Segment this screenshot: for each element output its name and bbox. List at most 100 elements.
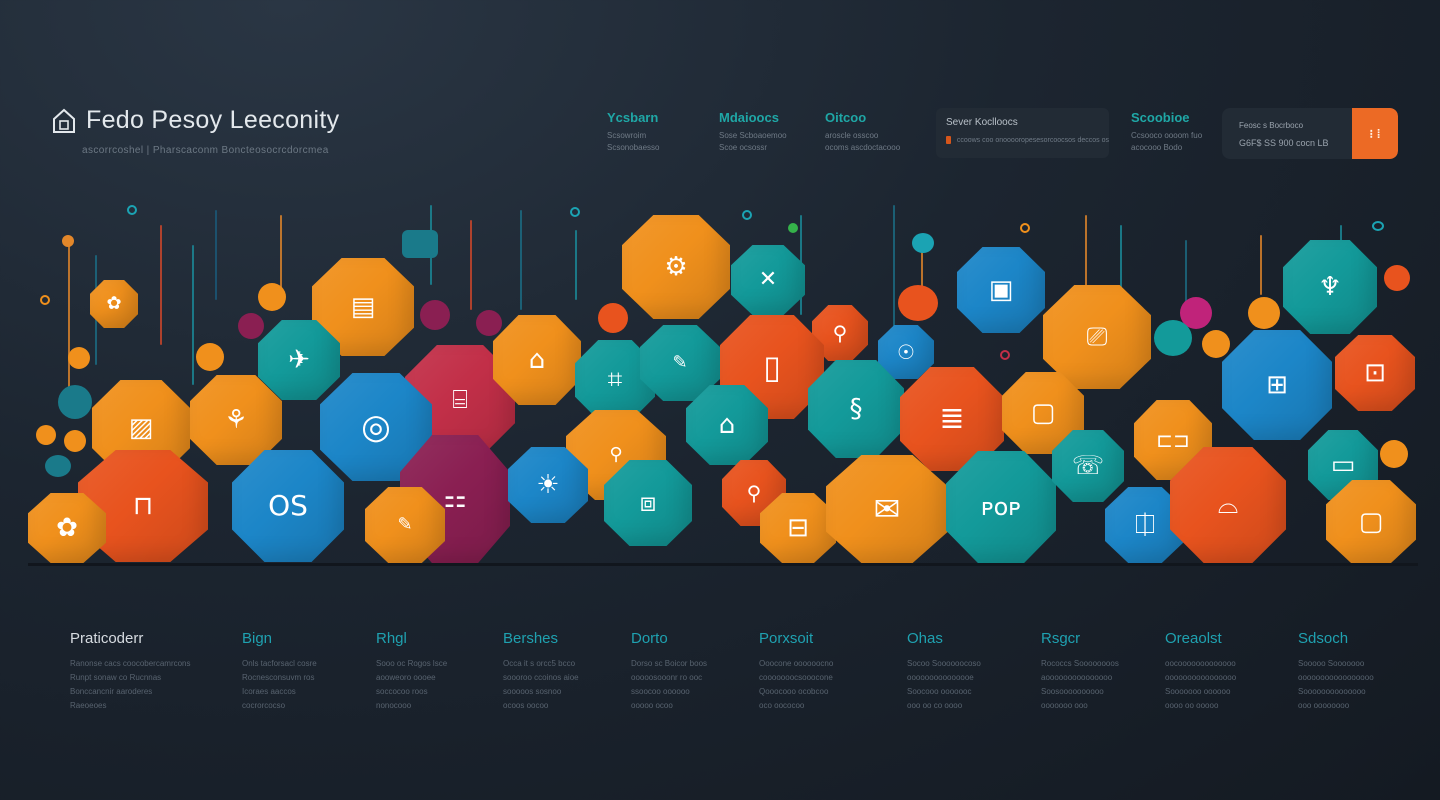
tile-mail[interactable]: ✉ (826, 455, 948, 563)
feature-text: soccocoo roos (376, 687, 428, 696)
page-icon: ▢ (1358, 507, 1384, 537)
building-icon: ⌗ (607, 365, 623, 395)
feature-text: Onls tacforsacl cosre (242, 659, 317, 668)
tile-gate[interactable]: ⊓ (78, 450, 208, 562)
tile-pop[interactable]: ᴘᴏᴘ (946, 451, 1056, 563)
stem-decoration (192, 245, 194, 385)
tile-form[interactable]: ▤ (312, 258, 414, 356)
tile-lock[interactable]: ⌂ (493, 315, 581, 405)
photo-icon: ▭ (1330, 450, 1356, 480)
feature-text: cooooooocsooocone (759, 673, 833, 682)
feature-text: Sooooooo oooooo (1165, 687, 1231, 696)
brand[interactable]: Fedo Pesoy Leeconity ascorrcoshel | Phar… (52, 106, 339, 156)
tile-phone[interactable]: ☏ (1052, 430, 1124, 502)
tile-home[interactable]: ⌂ (686, 385, 768, 465)
image-frame-icon: ▨ (128, 413, 154, 443)
nav-item-line: aroscle osscoo (825, 131, 879, 140)
pop-text-icon: ᴘᴏᴘ (981, 493, 1021, 521)
feature-text: Soocooo ooooooc (907, 687, 972, 696)
document-icon: § (849, 394, 863, 424)
nav-item-3[interactable]: Oitcoo aroscle osscoo ocoms ascdoctacooo (825, 110, 900, 152)
feature-title: Sdsoch (1298, 630, 1349, 647)
feature-column[interactable]: Dorto Dorso sc Boicor boos ooooosooonr r… (631, 630, 781, 710)
dot-decoration (912, 233, 934, 253)
feature-column[interactable]: Praticoderr Ranonse cacs coocobercamrcon… (70, 630, 220, 710)
stem-decoration (470, 220, 472, 310)
tile-sun[interactable]: ☀ (508, 447, 588, 523)
dot-decoration (898, 285, 938, 321)
house-icon (53, 108, 75, 133)
tile-page[interactable]: ▢ (1002, 372, 1084, 454)
feature-column[interactable]: Oreaolst oocooooooooooooo oooooooooooooo… (1165, 630, 1315, 710)
film-icon: ⧈ (639, 488, 657, 518)
nav-item-title: Oitcoo (825, 110, 867, 125)
feature-column[interactable]: Rsgcr Rococcs Soooooooos aoooooooooooooo… (1041, 630, 1191, 710)
tile-jellyfish[interactable]: ♆ (1283, 240, 1377, 334)
feature-text: ooooooooooooooooo (1298, 673, 1374, 682)
feature-text: Occa it s orcc5 bcco (503, 659, 576, 668)
nav-item-1[interactable]: Ycsbarn Scsowroim Scsonobaesso (607, 110, 659, 152)
tile-tag[interactable]: ⊡ (1335, 335, 1415, 411)
pin-icon: ⚲ (746, 481, 762, 505)
stack-icon: ≣ (939, 401, 965, 436)
feature-column[interactable]: Bershes Occa it s orcc5 bcco soooroo cco… (503, 630, 653, 710)
tile-chart[interactable]: ⊟ (760, 493, 836, 563)
tile-picture[interactable]: ⌓ (1170, 447, 1286, 563)
palette-icon: ✎ (672, 352, 688, 373)
stem-decoration (68, 240, 70, 390)
nav-item-2[interactable]: Mdaioocs Sose Scboaoemoo Scoe ocsossr (719, 110, 787, 152)
dot-decoration (598, 303, 628, 333)
feature-title: Porxsoit (759, 630, 814, 647)
feature-title: Praticoderr (70, 630, 144, 647)
nav-item-line: Scsowroim (607, 131, 647, 140)
picture-icon: ⌓ (1217, 490, 1239, 520)
tile-os[interactable]: OS (232, 450, 344, 562)
stem-decoration (215, 210, 217, 300)
ring-decoration (127, 205, 137, 215)
feature-text: Bonccancnir aaroderes (70, 687, 153, 696)
nav-item-line: Scoe ocsossr (719, 143, 768, 152)
mail-icon: ✉ (873, 490, 901, 528)
tile-monitor[interactable]: ▣ (957, 247, 1045, 333)
dot-decoration (1380, 440, 1408, 468)
tile-doc[interactable]: § (808, 360, 904, 458)
feature-text: ooooooo ooo (1041, 701, 1088, 710)
tile-text[interactable]: ✎ (365, 487, 445, 563)
stem-decoration (1120, 225, 1122, 325)
search-card[interactable]: Sever Koclloocs ccoows coo onooooropeses… (936, 108, 1109, 158)
feature-text: Soosoooooooooo (1041, 687, 1104, 696)
cta-button[interactable]: ⁝ ⁞ (1352, 108, 1398, 159)
laptop-icon: ⎚ (1086, 322, 1108, 352)
feature-text: sooooos sosnoo (503, 687, 562, 696)
jellyfish-icon: ♆ (1318, 272, 1342, 302)
tile-bulb[interactable]: ☉ (878, 325, 934, 379)
doc-search-icon: ⚲ (832, 321, 848, 345)
feature-column[interactable]: Bign Onls tacforsacl cosre Rocnesconsuvm… (242, 630, 392, 710)
tile-film[interactable]: ⧈ (604, 460, 692, 546)
cta-label: Feosc s Bocrboco (1239, 121, 1304, 130)
feature-title: Dorto (631, 630, 668, 647)
feature-text: Soooooooooooooo (1298, 687, 1366, 696)
tile-laptop[interactable]: ⎚ (1043, 285, 1151, 389)
tile-flower[interactable]: ✿ (90, 280, 138, 328)
tile-bird[interactable]: ✈ (258, 320, 340, 400)
dot-decoration (476, 310, 502, 336)
tile-page-2[interactable]: ▢ (1326, 480, 1416, 564)
lock-icon: ⌂ (528, 345, 546, 375)
tile-gear[interactable]: ⚙ (622, 215, 730, 319)
feature-column[interactable]: Sdsoch Sooooo Sooooooo ooooooooooooooooo… (1298, 630, 1440, 710)
feature-column[interactable]: Porxsoit Ooocone oooooocno cooooooocsooo… (759, 630, 909, 710)
tile-symbol[interactable]: ✕ (731, 245, 805, 315)
tile-clipboard[interactable]: ▯ (720, 315, 824, 419)
dot-decoration (62, 235, 74, 247)
dot-decoration (1202, 330, 1230, 358)
stats-block[interactable]: Scoobioe Ccsooco oooom fuo acocooo Bodo (1131, 110, 1202, 152)
stem-decoration (280, 215, 282, 305)
stem-decoration (520, 210, 522, 310)
feature-column[interactable]: Rhgl Sooo oc Rogos lsce aooweoro oooee s… (376, 630, 526, 710)
pin-icon: ⚲ (609, 444, 623, 465)
ring-decoration (1372, 221, 1384, 231)
tile-grid[interactable]: ⊞ (1222, 330, 1332, 440)
tile-flower-2[interactable]: ✿ (28, 493, 106, 563)
feature-column[interactable]: Ohas Socoo Soooooocoso ooooooooooooooe S… (907, 630, 1057, 710)
